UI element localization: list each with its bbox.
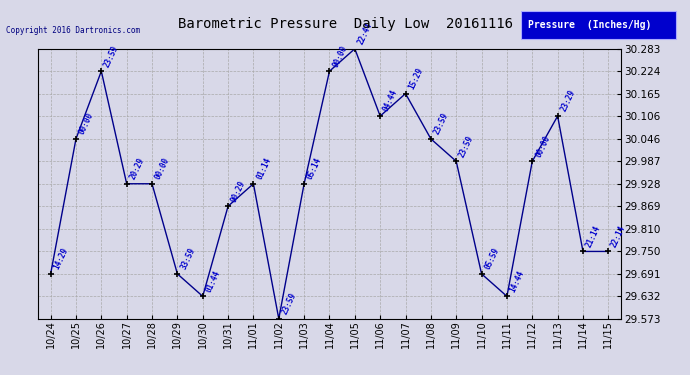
Text: 23:59: 23:59 [103, 44, 121, 68]
Text: 14:29: 14:29 [52, 246, 70, 271]
Text: 23:59: 23:59 [432, 111, 450, 136]
Text: 00:00: 00:00 [331, 44, 348, 68]
Text: 21:14: 21:14 [584, 224, 602, 249]
Text: 23:29: 23:29 [559, 88, 577, 113]
Text: 05:59: 05:59 [483, 246, 501, 271]
Text: 01:44: 01:44 [204, 269, 222, 294]
Text: 22:14: 22:14 [610, 224, 628, 249]
Text: 15:29: 15:29 [407, 66, 425, 91]
Text: Copyright 2016 Dartronics.com: Copyright 2016 Dartronics.com [6, 26, 139, 35]
Text: 33:59: 33:59 [179, 246, 197, 271]
Text: 05:14: 05:14 [306, 156, 324, 181]
Text: 00:29: 00:29 [230, 178, 248, 203]
Text: 00:00: 00:00 [153, 156, 171, 181]
Text: 23:59: 23:59 [280, 291, 298, 316]
Text: 00:00: 00:00 [77, 111, 95, 136]
Text: 14:44: 14:44 [509, 269, 526, 294]
Text: 04:44: 04:44 [382, 88, 400, 113]
Text: Pressure  (Inches/Hg): Pressure (Inches/Hg) [528, 20, 651, 30]
Text: 00:00: 00:00 [533, 134, 551, 159]
Text: 22:44: 22:44 [356, 21, 374, 46]
Text: 20:29: 20:29 [128, 156, 146, 181]
Text: 23:59: 23:59 [457, 134, 475, 159]
Text: Barometric Pressure  Daily Low  20161116: Barometric Pressure Daily Low 20161116 [177, 17, 513, 31]
Text: 01:14: 01:14 [255, 156, 273, 181]
